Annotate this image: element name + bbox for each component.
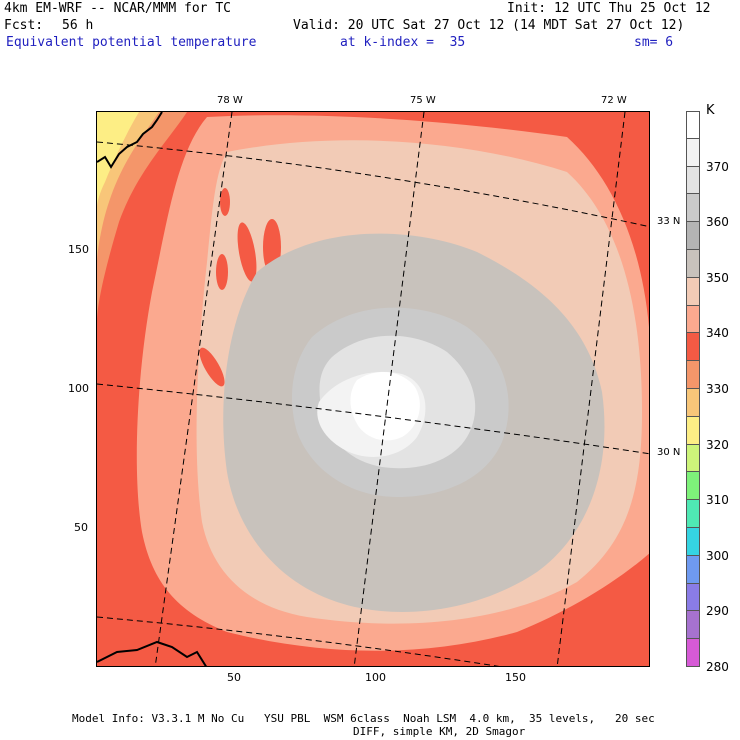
colorbar-label: 360 bbox=[706, 215, 729, 230]
colorbar-swatch bbox=[686, 250, 700, 278]
lon-label-75w: 75 W bbox=[410, 95, 436, 106]
coast-north bbox=[97, 112, 163, 169]
map-plot bbox=[96, 111, 650, 667]
valid-time: Valid: 20 UTC Sat 27 Oct 12 (14 MDT Sat … bbox=[293, 18, 685, 33]
forecast-hour: 56 h bbox=[62, 18, 94, 33]
colorbar-swatch bbox=[686, 416, 700, 445]
colorbar-label: 320 bbox=[706, 437, 729, 452]
forecast-label: Fcst: bbox=[4, 18, 44, 33]
colorbar-swatch bbox=[686, 472, 700, 501]
field-370 bbox=[350, 371, 420, 441]
colorbar-swatch bbox=[686, 555, 700, 584]
y-tick-50: 50 bbox=[74, 521, 88, 534]
lon-78w bbox=[154, 112, 233, 666]
streak-3 bbox=[216, 254, 228, 290]
streak-1 bbox=[237, 222, 257, 282]
colorbar-swatch bbox=[686, 194, 700, 223]
colorbar-swatch bbox=[686, 361, 700, 389]
coastline bbox=[97, 112, 207, 666]
colorbar-swatch bbox=[686, 611, 700, 640]
model-info: Model Info: V3.3.1 M No Cu YSU PBL WSM 6… bbox=[72, 712, 655, 725]
init-time: Init: 12 UTC Thu 25 Oct 12 bbox=[507, 1, 711, 16]
streak-5 bbox=[220, 188, 230, 216]
lat-label-30n: 30 N bbox=[657, 447, 681, 458]
k-index: at k-index = 35 bbox=[340, 35, 466, 50]
colorbar-label: 310 bbox=[706, 493, 729, 508]
lon-72w bbox=[556, 112, 626, 666]
colorbar-swatch bbox=[686, 138, 700, 167]
colorbar-swatch bbox=[686, 166, 700, 195]
field-name: Equivalent potential temperature bbox=[6, 35, 257, 50]
colorbar-label: 290 bbox=[706, 604, 729, 619]
colorbar-swatch bbox=[686, 305, 700, 334]
colorbar-label: 300 bbox=[706, 548, 729, 563]
smoothing: sm= 6 bbox=[634, 35, 674, 50]
field-320 bbox=[97, 112, 139, 207]
colorbar-swatch bbox=[686, 333, 700, 362]
colorbar-label: 350 bbox=[706, 270, 729, 285]
lon-label-72w: 72 W bbox=[601, 95, 627, 106]
colorbar-swatch bbox=[686, 222, 700, 250]
coast-south bbox=[97, 640, 207, 666]
x-tick-150: 150 bbox=[505, 671, 526, 684]
colorbar-swatch bbox=[686, 277, 700, 306]
graticule bbox=[97, 112, 649, 666]
colorbar-unit: K bbox=[706, 103, 715, 118]
theta-e-field bbox=[97, 112, 649, 666]
model-title: 4km EM-WRF -- NCAR/MMM for TC bbox=[4, 1, 231, 16]
lon-75w bbox=[353, 112, 425, 666]
colorbar-label: 280 bbox=[706, 660, 729, 674]
colorbar-label: 340 bbox=[706, 326, 729, 341]
y-tick-150: 150 bbox=[68, 243, 89, 256]
colorbar-swatch bbox=[686, 389, 700, 417]
colorbar-swatch bbox=[686, 583, 700, 612]
model-info-physics: DIFF, simple KM, 2D Smagor bbox=[353, 725, 526, 738]
lat-33n bbox=[97, 141, 649, 228]
x-tick-100: 100 bbox=[365, 671, 386, 684]
colorbar-swatch bbox=[686, 111, 700, 139]
colorbar bbox=[686, 111, 700, 667]
colorbar-swatch bbox=[686, 444, 700, 473]
colorbar-swatch bbox=[686, 528, 700, 556]
colorbar-label: 330 bbox=[706, 382, 729, 396]
y-tick-100: 100 bbox=[68, 382, 89, 395]
streak-4 bbox=[199, 347, 225, 387]
lat-label-33n: 33 N bbox=[657, 216, 681, 227]
lon-label-78w: 78 W bbox=[217, 95, 243, 106]
x-tick-50: 50 bbox=[227, 671, 241, 684]
colorbar-swatch bbox=[686, 639, 700, 667]
lat-30n bbox=[97, 383, 649, 455]
colorbar-swatch bbox=[686, 500, 700, 528]
colorbar-label: 370 bbox=[706, 159, 729, 174]
